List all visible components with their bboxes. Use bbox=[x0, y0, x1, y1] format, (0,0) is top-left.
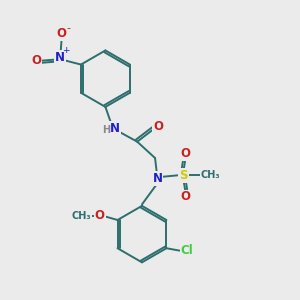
Text: CH₃: CH₃ bbox=[200, 170, 220, 180]
Text: Cl: Cl bbox=[181, 244, 194, 257]
Text: N: N bbox=[110, 122, 120, 135]
Text: CH₃: CH₃ bbox=[71, 212, 91, 221]
Text: +: + bbox=[62, 46, 69, 56]
Text: O: O bbox=[180, 147, 190, 160]
Text: S: S bbox=[179, 169, 188, 182]
Text: N: N bbox=[152, 172, 162, 185]
Text: O: O bbox=[180, 190, 190, 203]
Text: O: O bbox=[153, 120, 163, 133]
Text: O: O bbox=[95, 209, 105, 222]
Text: O: O bbox=[57, 27, 67, 40]
Text: H: H bbox=[102, 125, 110, 135]
Text: O: O bbox=[32, 54, 41, 67]
Text: -: - bbox=[66, 23, 70, 33]
Text: N: N bbox=[55, 51, 65, 64]
